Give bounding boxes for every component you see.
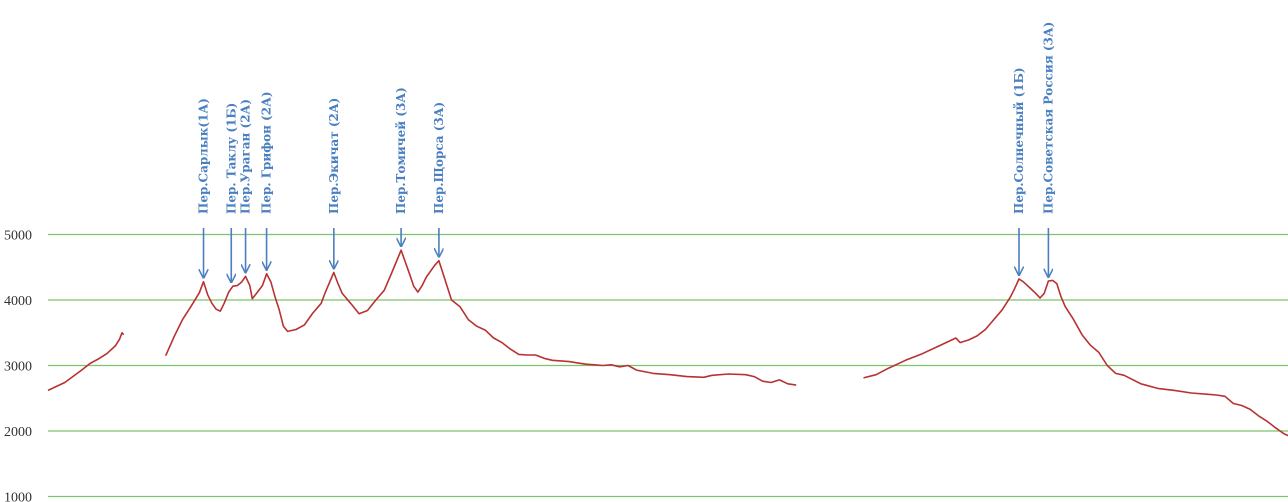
pass-label: Пер.Ураган (2А) [239, 99, 253, 214]
y-tick-label: 2000 [4, 425, 32, 440]
elevation-segment-2 [164, 249, 797, 386]
pass-annotations: Пер.Сарлык(1А) Пер. Таклу (1Б) Пер.Ураган … [197, 22, 1055, 283]
elevation-line [47, 249, 1288, 437]
pass-label: Пер.Щорса (3А) [432, 102, 446, 214]
y-axis-tick-labels: 5000 4000 3000 2000 1000 [4, 229, 32, 502]
pass-label: Пер.Экичат (2А) [327, 98, 341, 214]
y-tick-label: 4000 [4, 294, 32, 309]
pass-label: Пер. Грифон (2А) [260, 91, 274, 214]
elevation-segment-1 [47, 331, 125, 392]
pass-label: Пер.Солнечный (1Б) [1012, 67, 1026, 214]
y-tick-label: 3000 [4, 360, 32, 375]
pass-label: Пер.Сарлык(1А) [197, 98, 211, 214]
y-tick-label: 1000 [4, 491, 32, 502]
pass-label: Пер.Советская Россия (3А) [1041, 22, 1055, 214]
pass-label: Пер.Томичей (3А) [394, 87, 408, 214]
elevation-segment-3 [863, 278, 1288, 437]
grid-lines [48, 233, 1288, 498]
y-tick-label: 5000 [4, 229, 32, 244]
pass-label: Пер. Таклу (1Б) [224, 103, 238, 214]
